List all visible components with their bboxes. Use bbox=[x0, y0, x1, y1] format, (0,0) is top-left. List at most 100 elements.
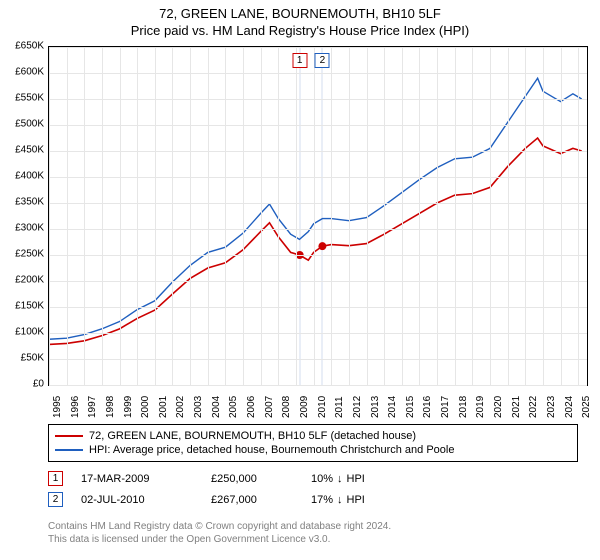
gridline-h bbox=[49, 177, 587, 178]
gridline-v bbox=[384, 47, 385, 385]
x-tick-label: 1997 bbox=[87, 396, 98, 418]
sale-marker: 1 bbox=[48, 471, 63, 486]
legend-swatch bbox=[55, 435, 83, 437]
x-tick-label: 2017 bbox=[440, 396, 451, 418]
sale-diff-suffix: HPI bbox=[347, 473, 365, 485]
arrow-down-icon: ↓ bbox=[337, 473, 343, 485]
x-tick-label: 2007 bbox=[264, 396, 275, 418]
x-tick-label: 2010 bbox=[317, 396, 328, 418]
gridline-v bbox=[84, 47, 85, 385]
gridline-v bbox=[561, 47, 562, 385]
gridline-v bbox=[120, 47, 121, 385]
y-tick-label: £600K bbox=[15, 67, 44, 78]
x-tick-label: 1995 bbox=[52, 396, 63, 418]
legend-label: 72, GREEN LANE, BOURNEMOUTH, BH10 5LF (d… bbox=[89, 430, 416, 442]
footer-line2: This data is licensed under the Open Gov… bbox=[48, 533, 391, 546]
gridline-v bbox=[455, 47, 456, 385]
y-tick-label: £200K bbox=[15, 275, 44, 286]
chart-svg bbox=[49, 47, 587, 385]
gridline-v bbox=[208, 47, 209, 385]
legend-box: 72, GREEN LANE, BOURNEMOUTH, BH10 5LF (d… bbox=[48, 424, 578, 462]
chart-sale-marker: 1 bbox=[292, 53, 307, 68]
gridline-v bbox=[437, 47, 438, 385]
gridline-v bbox=[578, 47, 579, 385]
series-property bbox=[49, 138, 582, 344]
gridline-v bbox=[261, 47, 262, 385]
sale-point bbox=[318, 242, 326, 250]
chart-title-sub: Price paid vs. HM Land Registry's House … bbox=[0, 21, 600, 42]
gridline-h bbox=[49, 151, 587, 152]
gridline-h bbox=[49, 99, 587, 100]
gridline-h bbox=[49, 203, 587, 204]
gridline-v bbox=[172, 47, 173, 385]
gridline-h bbox=[49, 281, 587, 282]
y-tick-label: £100K bbox=[15, 327, 44, 338]
x-tick-label: 2012 bbox=[352, 396, 363, 418]
x-tick-label: 2019 bbox=[475, 396, 486, 418]
x-tick-label: 1998 bbox=[105, 396, 116, 418]
gridline-v bbox=[508, 47, 509, 385]
footer-line1: Contains HM Land Registry data © Crown c… bbox=[48, 520, 391, 533]
chart-sale-marker: 2 bbox=[315, 53, 330, 68]
sale-price: £250,000 bbox=[211, 473, 311, 485]
gridline-h bbox=[49, 307, 587, 308]
y-tick-label: £500K bbox=[15, 119, 44, 130]
gridline-v bbox=[367, 47, 368, 385]
x-tick-label: 2002 bbox=[175, 396, 186, 418]
sale-diff: 17%↓HPI bbox=[311, 494, 365, 506]
gridline-v bbox=[543, 47, 544, 385]
gridline-v bbox=[525, 47, 526, 385]
sale-date: 17-MAR-2009 bbox=[81, 473, 211, 485]
gridline-v bbox=[137, 47, 138, 385]
sale-row: 202-JUL-2010£267,00017%↓HPI bbox=[48, 489, 578, 510]
sale-row: 1 17-MAR-2009£250,00010% ↓ HPI bbox=[48, 468, 578, 489]
gridline-v bbox=[472, 47, 473, 385]
x-tick-label: 2011 bbox=[334, 396, 345, 418]
x-tick-label: 1996 bbox=[70, 396, 81, 418]
gridline-v bbox=[243, 47, 244, 385]
gridline-v bbox=[490, 47, 491, 385]
x-tick-label: 2022 bbox=[528, 396, 539, 418]
x-tick-label: 2015 bbox=[405, 396, 416, 418]
x-tick-label: 2016 bbox=[422, 396, 433, 418]
sale-diff-pct: 17% bbox=[311, 494, 333, 506]
chart-plot-area: 12 bbox=[48, 46, 588, 386]
series-hpi bbox=[49, 78, 582, 339]
y-tick-label: £250K bbox=[15, 249, 44, 260]
gridline-v bbox=[402, 47, 403, 385]
x-tick-label: 2014 bbox=[387, 396, 398, 418]
x-tick-label: 2018 bbox=[458, 396, 469, 418]
gridline-h bbox=[49, 359, 587, 360]
gridline-v bbox=[190, 47, 191, 385]
x-tick-label: 2008 bbox=[281, 396, 292, 418]
x-tick-label: 2009 bbox=[299, 396, 310, 418]
legend-swatch bbox=[55, 449, 83, 451]
y-tick-label: £350K bbox=[15, 197, 44, 208]
x-tick-label: 2020 bbox=[493, 396, 504, 418]
legend-label: HPI: Average price, detached house, Bour… bbox=[89, 444, 454, 456]
x-tick-label: 2024 bbox=[564, 396, 575, 418]
sale-diff-suffix: HPI bbox=[347, 494, 365, 506]
gridline-v bbox=[419, 47, 420, 385]
gridline-h bbox=[49, 73, 587, 74]
x-tick-label: 2025 bbox=[581, 396, 592, 418]
y-tick-label: £0 bbox=[33, 379, 44, 390]
y-tick-label: £400K bbox=[15, 171, 44, 182]
gridline-v bbox=[155, 47, 156, 385]
gridline-v bbox=[278, 47, 279, 385]
gridline-v bbox=[314, 47, 315, 385]
gridline-v bbox=[296, 47, 297, 385]
y-tick-label: £550K bbox=[15, 93, 44, 104]
x-tick-label: 2006 bbox=[246, 396, 257, 418]
x-tick-label: 2001 bbox=[158, 396, 169, 418]
x-tick-label: 2021 bbox=[511, 396, 522, 418]
sale-price: £267,000 bbox=[211, 494, 311, 506]
sales-table: 117-MAR-2009£250,00010%↓HPI202-JUL-2010£… bbox=[48, 468, 578, 510]
legend-row: 72, GREEN LANE, BOURNEMOUTH, BH10 5LF (d… bbox=[55, 429, 571, 443]
x-tick-label: 2013 bbox=[370, 396, 381, 418]
sale-diff: 10% ↓ HPI bbox=[311, 473, 365, 485]
gridline-h bbox=[49, 255, 587, 256]
sale-diff-pct: 10% bbox=[311, 473, 333, 485]
y-tick-label: £300K bbox=[15, 223, 44, 234]
gridline-v bbox=[349, 47, 350, 385]
